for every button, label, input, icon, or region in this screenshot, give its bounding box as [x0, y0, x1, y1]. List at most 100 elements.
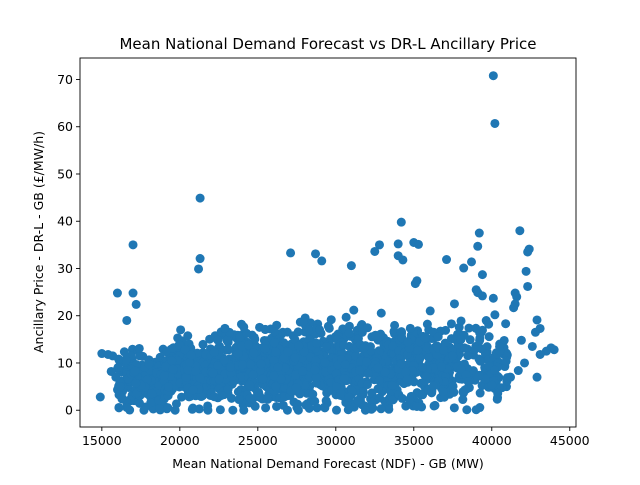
data-point-1786: [215, 405, 225, 415]
data-point-392: [159, 371, 169, 381]
data-point-1765: [108, 351, 118, 361]
data-point-1597: [420, 333, 430, 343]
data-point-1779: [304, 403, 314, 413]
x-tick-label: 40000: [472, 433, 512, 448]
data-point-928: [321, 342, 331, 352]
data-point-1771: [449, 403, 459, 413]
data-point-1758: [527, 341, 537, 351]
data-point-1720: [413, 239, 423, 249]
data-point-729: [246, 359, 256, 369]
data-point-1800: [520, 358, 530, 368]
data-point-376: [181, 372, 191, 382]
data-point-1646: [501, 319, 511, 329]
data-point-1739: [523, 281, 533, 291]
y-tick-label: 70: [57, 72, 73, 87]
data-point-1723: [523, 247, 533, 257]
data-point-1798: [505, 372, 515, 382]
data-point-1761: [535, 323, 545, 333]
data-point-1558: [438, 387, 448, 397]
data-point-1795: [429, 401, 439, 411]
data-point-1525: [397, 393, 407, 403]
data-point-1559: [401, 401, 411, 411]
data-point-1744: [122, 315, 132, 325]
x-tick-label: 30000: [316, 433, 356, 448]
data-point-1030: [293, 327, 303, 337]
data-point-1522: [415, 353, 425, 363]
data-point-1792: [122, 402, 132, 412]
data-point-166: [130, 366, 140, 376]
data-point-1328: [368, 403, 378, 413]
data-point-509: [213, 335, 223, 345]
data-point-1048: [311, 372, 321, 382]
data-point-1757: [532, 372, 542, 382]
data-point-719: [209, 347, 219, 357]
data-point-1688: [501, 356, 511, 366]
data-point-156: [135, 398, 145, 408]
data-point-1586: [417, 362, 427, 372]
data-point-1592: [402, 374, 412, 384]
data-point-1354: [359, 343, 369, 353]
data-point-121: [142, 375, 152, 385]
data-point-1227: [341, 312, 351, 322]
data-point-159: [147, 389, 157, 399]
data-point-1718: [393, 239, 403, 249]
data-point-721: [208, 368, 218, 378]
data-point-717: [256, 359, 266, 369]
data-point-716: [254, 387, 264, 397]
data-point-1780: [293, 405, 303, 415]
data-point-1741: [112, 288, 122, 298]
data-point-1052: [283, 347, 293, 357]
data-point-289: [176, 325, 186, 335]
data-point-1711: [490, 118, 500, 128]
data-point-389: [191, 366, 201, 376]
data-point-709: [209, 392, 219, 402]
data-point-1750: [512, 292, 522, 302]
data-point-343: [196, 392, 206, 402]
data-point-976: [269, 356, 279, 366]
data-point-1710: [488, 71, 498, 81]
data-point-1313: [387, 381, 397, 391]
chart-title: Mean National Demand Forecast vs DR-L An…: [119, 35, 536, 53]
data-point-143: [146, 398, 156, 408]
data-point-1725: [286, 248, 296, 258]
data-point-1026: [299, 347, 309, 357]
data-point-1790: [155, 404, 165, 414]
data-point-975: [326, 315, 336, 325]
data-point-690: [260, 324, 270, 334]
data-point-1702: [484, 332, 494, 342]
data-point-1752: [509, 303, 519, 313]
data-point-1334: [380, 367, 390, 377]
data-point-1329: [344, 328, 354, 338]
data-point-1327: [370, 330, 380, 340]
data-point-1037: [280, 363, 290, 373]
data-point-1632: [464, 323, 474, 333]
data-point-515: [250, 334, 260, 344]
data-point-1580: [405, 394, 415, 404]
x-tick-label: 25000: [238, 433, 278, 448]
data-point-1040: [273, 362, 283, 372]
data-point-1166: [349, 305, 359, 315]
data-point-1789: [170, 405, 180, 415]
data-point-1027: [269, 338, 279, 348]
data-point-1203: [376, 308, 386, 318]
data-point-1619: [456, 316, 466, 326]
data-point-1729: [195, 254, 205, 264]
data-point-373: [183, 331, 193, 341]
data-point-1803: [490, 310, 500, 320]
data-point-1528: [424, 352, 434, 362]
y-tick-label: 60: [57, 119, 73, 134]
data-point-1351: [355, 366, 365, 376]
data-point-1044: [315, 325, 325, 335]
data-point-1681: [471, 323, 481, 333]
data-point-1058: [291, 383, 301, 393]
data-point-1598: [439, 345, 449, 355]
y-tick-label: 50: [57, 166, 73, 181]
data-point-1193: [331, 405, 341, 415]
data-point-1667: [470, 345, 480, 355]
data-point-1732: [317, 256, 327, 266]
data-point-1003: [290, 370, 300, 380]
data-point-164: [144, 359, 154, 369]
